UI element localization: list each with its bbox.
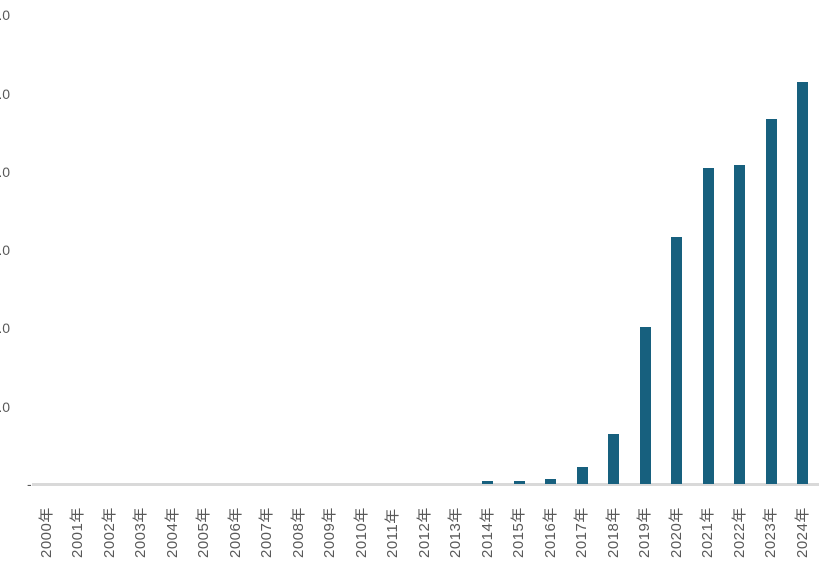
bar-2016年 xyxy=(545,479,557,484)
y-axis-tick-label: .0 xyxy=(0,7,10,24)
x-axis-label-2003年: 2003年 xyxy=(132,507,150,558)
x-axis-line xyxy=(32,483,819,486)
bar-2017年 xyxy=(576,467,588,484)
bar-2014年 xyxy=(482,481,494,484)
x-axis-label-2000年: 2000年 xyxy=(38,507,55,558)
bar-2019年 xyxy=(639,327,651,484)
x-axis-label-2006年: 2006年 xyxy=(226,507,244,558)
bar-2022年 xyxy=(734,165,746,484)
x-axis-label-2018年: 2018年 xyxy=(604,507,622,558)
x-axis-label-2010年: 2010年 xyxy=(352,507,370,558)
y-axis-zero-label: - xyxy=(27,476,32,492)
y-axis-tick-label: .0 xyxy=(0,398,10,415)
x-axis-label-2021年: 2021年 xyxy=(699,507,717,558)
bar-2021年 xyxy=(702,168,714,484)
x-axis-label-2024年: 2024年 xyxy=(793,507,811,558)
x-axis-label-2017年: 2017年 xyxy=(573,507,591,558)
bar-2024年 xyxy=(797,82,809,484)
x-axis-label-2023年: 2023年 xyxy=(762,507,780,558)
x-axis-label-2001年: 2001年 xyxy=(69,507,87,558)
x-axis-label-2008年: 2008年 xyxy=(289,507,307,558)
x-axis-label-2016年: 2016年 xyxy=(541,507,559,558)
y-axis-tick-label: .0 xyxy=(0,242,10,259)
x-axis-label-2022年: 2022年 xyxy=(730,507,748,558)
x-axis-label-2019年: 2019年 xyxy=(636,507,654,558)
x-axis-label-2015年: 2015年 xyxy=(510,507,528,558)
bar-2020年 xyxy=(671,237,683,484)
bar-2015年 xyxy=(513,481,525,484)
x-axis-label-2002年: 2002年 xyxy=(100,507,118,558)
x-axis-label-2005年: 2005年 xyxy=(195,507,213,558)
x-axis-label-2007年: 2007年 xyxy=(258,507,276,558)
bar-2023年 xyxy=(765,119,777,484)
x-axis-label-2004年: 2004年 xyxy=(163,507,181,558)
y-axis-tick-label: .0 xyxy=(0,85,10,102)
y-axis-tick-label: .0 xyxy=(0,320,10,337)
x-axis-label-2014年: 2014年 xyxy=(478,507,496,558)
x-axis-label-2012年: 2012年 xyxy=(415,507,433,558)
x-axis-label-2009年: 2009年 xyxy=(321,507,339,558)
x-axis-label-2020年: 2020年 xyxy=(667,507,685,558)
x-axis-label-2013年: 2013年 xyxy=(447,507,465,558)
x-axis-label-2011年: 2011年 xyxy=(384,508,402,558)
bar-2018年 xyxy=(608,434,620,484)
y-axis-tick-label: .0 xyxy=(0,163,10,180)
